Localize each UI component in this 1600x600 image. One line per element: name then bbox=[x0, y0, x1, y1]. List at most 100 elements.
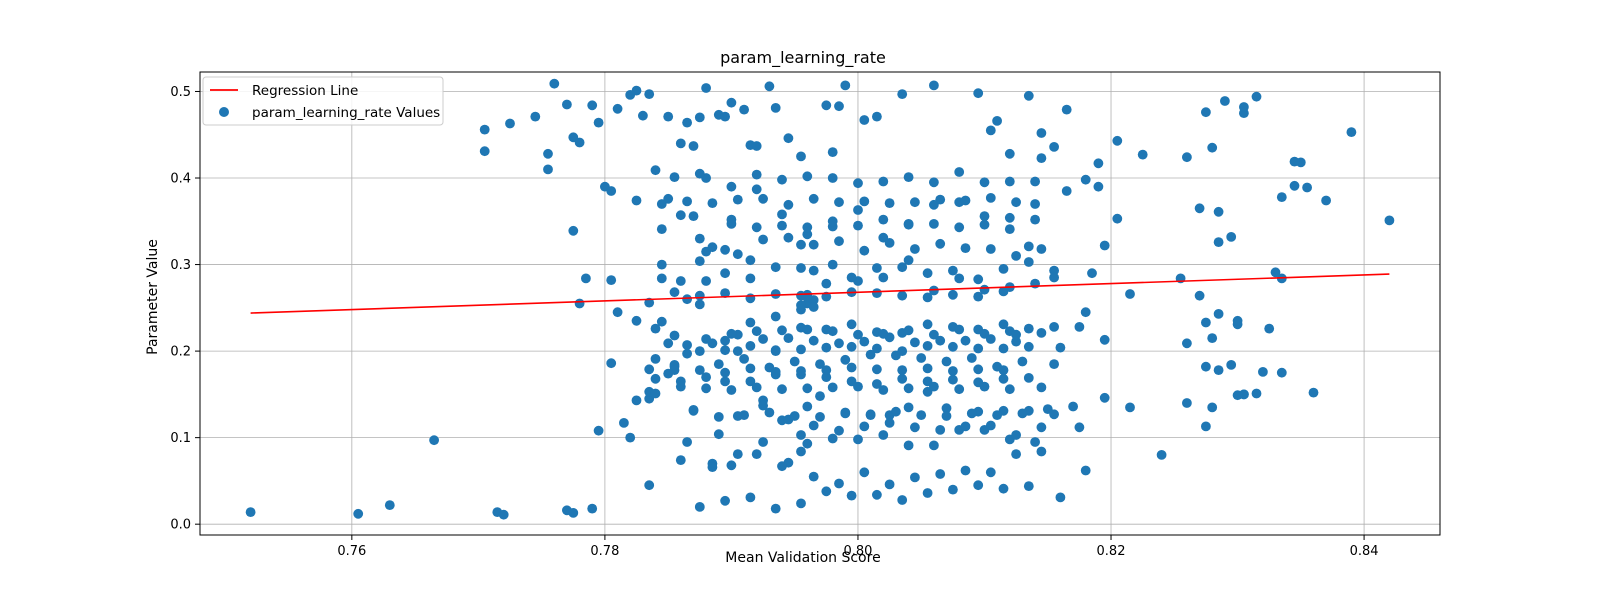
data-point bbox=[656, 273, 667, 284]
data-point bbox=[821, 372, 832, 382]
data-point bbox=[568, 225, 579, 236]
data-point bbox=[821, 278, 832, 289]
data-point bbox=[1207, 402, 1218, 413]
data-point bbox=[656, 224, 667, 235]
data-point bbox=[663, 338, 674, 349]
data-point bbox=[802, 324, 813, 335]
data-point bbox=[973, 364, 984, 375]
data-point bbox=[745, 293, 756, 304]
data-point bbox=[954, 324, 965, 335]
data-point bbox=[948, 366, 958, 376]
data-point bbox=[827, 433, 838, 444]
data-point bbox=[720, 268, 730, 279]
data-point bbox=[669, 172, 680, 183]
data-point bbox=[619, 418, 629, 428]
data-point bbox=[796, 239, 806, 250]
data-point bbox=[770, 103, 781, 113]
data-point bbox=[1201, 421, 1211, 432]
data-point bbox=[245, 507, 256, 517]
data-point bbox=[815, 359, 825, 369]
data-point bbox=[1011, 251, 1021, 261]
data-point bbox=[973, 343, 984, 354]
y-tick-label: 0.0 bbox=[170, 518, 191, 533]
data-point bbox=[1251, 91, 1262, 102]
data-point bbox=[910, 337, 920, 348]
data-point bbox=[688, 405, 699, 415]
data-point bbox=[960, 421, 971, 432]
y-tick-label: 0.1 bbox=[170, 431, 191, 446]
data-point bbox=[1023, 323, 1034, 334]
data-point bbox=[979, 211, 990, 222]
data-point bbox=[922, 319, 933, 330]
data-point bbox=[669, 287, 680, 298]
chart-title: param_learning_rate bbox=[720, 48, 886, 68]
data-point bbox=[827, 259, 838, 270]
data-point bbox=[783, 333, 794, 343]
data-point bbox=[985, 193, 996, 203]
data-point bbox=[656, 199, 667, 209]
data-point bbox=[1099, 392, 1110, 403]
data-point bbox=[783, 199, 794, 210]
data-point bbox=[739, 354, 749, 364]
data-point bbox=[948, 289, 958, 300]
data-point bbox=[1023, 90, 1034, 101]
data-point bbox=[1213, 206, 1224, 217]
data-point bbox=[739, 104, 749, 115]
data-point bbox=[865, 349, 876, 360]
x-axis-label: Mean Validation Score bbox=[725, 550, 880, 566]
data-point bbox=[815, 391, 825, 401]
data-point bbox=[1239, 102, 1249, 112]
data-point bbox=[1220, 96, 1230, 106]
data-point bbox=[631, 395, 642, 406]
data-point bbox=[745, 363, 756, 374]
data-point bbox=[707, 242, 718, 253]
data-point bbox=[777, 220, 787, 231]
data-point bbox=[929, 329, 939, 340]
data-point bbox=[751, 184, 762, 195]
data-point bbox=[1194, 203, 1205, 214]
data-point bbox=[802, 401, 813, 412]
plot-frame bbox=[199, 71, 1441, 536]
data-point bbox=[897, 373, 908, 384]
data-point bbox=[593, 117, 604, 128]
data-point bbox=[1182, 398, 1192, 408]
data-point bbox=[479, 124, 490, 135]
data-point bbox=[593, 425, 604, 436]
data-point bbox=[872, 343, 882, 354]
data-point bbox=[872, 263, 882, 273]
legend-marker-swatch bbox=[219, 107, 229, 117]
data-point bbox=[1017, 408, 1028, 419]
data-point bbox=[1049, 322, 1059, 332]
data-point bbox=[973, 480, 984, 491]
data-point bbox=[897, 495, 908, 505]
data-point bbox=[720, 367, 730, 378]
data-point bbox=[1036, 422, 1047, 433]
data-point bbox=[1321, 195, 1331, 206]
data-point bbox=[656, 316, 667, 327]
data-point bbox=[884, 418, 895, 428]
data-point bbox=[631, 85, 642, 96]
data-point bbox=[682, 340, 692, 350]
data-point bbox=[941, 356, 952, 367]
data-point bbox=[1213, 237, 1224, 248]
data-point bbox=[1011, 329, 1021, 340]
data-point bbox=[998, 373, 1009, 384]
x-tick-label: 0.76 bbox=[337, 544, 366, 559]
data-point bbox=[966, 408, 977, 419]
data-point bbox=[834, 197, 844, 208]
data-point bbox=[910, 422, 920, 433]
data-point bbox=[745, 273, 756, 284]
data-point bbox=[1055, 492, 1066, 503]
data-point bbox=[758, 437, 768, 447]
data-point bbox=[884, 198, 895, 209]
data-point bbox=[1207, 142, 1218, 153]
data-point bbox=[726, 460, 737, 471]
data-point bbox=[751, 449, 762, 459]
data-point bbox=[966, 353, 977, 363]
data-point bbox=[992, 116, 1002, 126]
x-tick-label: 0.82 bbox=[1097, 544, 1126, 559]
data-point bbox=[701, 83, 711, 93]
data-point bbox=[872, 379, 882, 389]
data-point bbox=[694, 112, 705, 123]
data-point bbox=[922, 488, 933, 498]
